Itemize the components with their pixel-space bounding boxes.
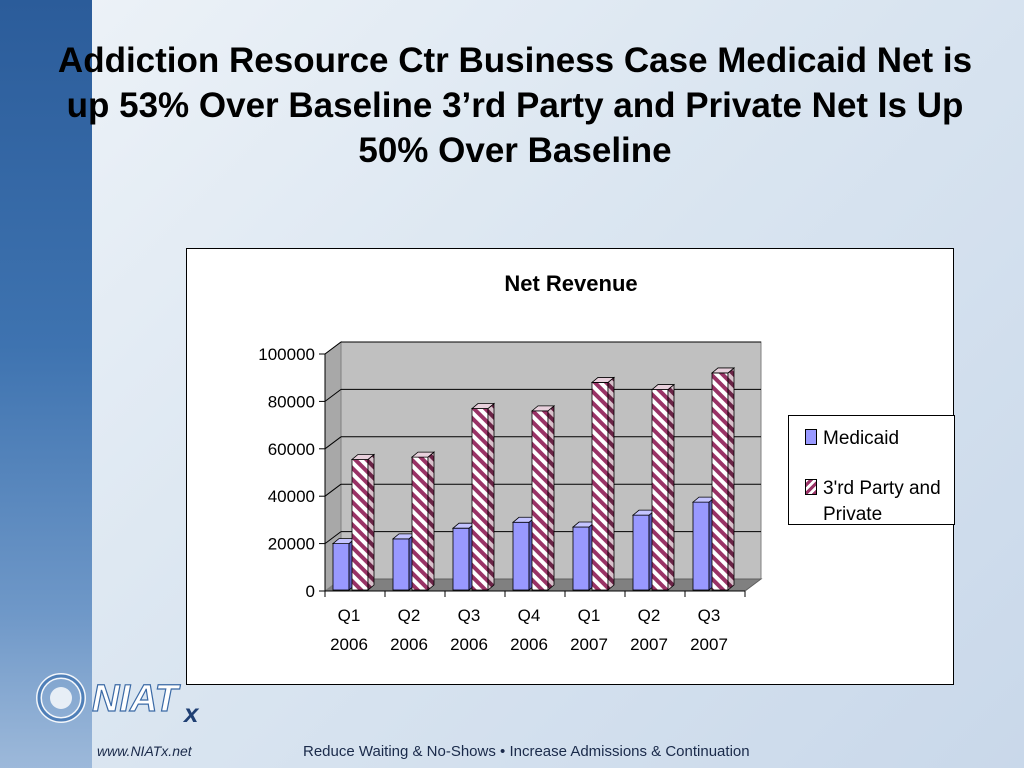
x-tick-label: 2006 bbox=[330, 635, 368, 654]
third-party-bar bbox=[531, 410, 549, 591]
medicaid-bar bbox=[692, 501, 710, 591]
y-tick-label: 60000 bbox=[268, 440, 315, 459]
chart-container: Net Revenue 0 20000 40000 60000 80000 100000 Q1… bbox=[186, 248, 955, 685]
x-tick-label: Q3 bbox=[698, 606, 721, 625]
x-tick-label: Q1 bbox=[578, 606, 601, 625]
footer-tagline: Reduce Waiting & No-Shows • Increase Adm… bbox=[303, 743, 750, 760]
third-party-bar bbox=[351, 459, 369, 591]
x-tick-label: 2007 bbox=[630, 635, 668, 654]
net-revenue-chart: Net Revenue 0 20000 40000 60000 80000 100000 Q1… bbox=[258, 271, 763, 654]
x-tick-label: Q4 bbox=[518, 606, 541, 625]
legend-swatch-third-party bbox=[805, 479, 817, 495]
gridline-side bbox=[324, 531, 342, 545]
y-tick-label: 40000 bbox=[268, 487, 315, 506]
left-stripe bbox=[0, 0, 92, 768]
medicaid-bar bbox=[572, 526, 590, 591]
third-party-bar bbox=[471, 408, 489, 591]
x-tick-label: Q3 bbox=[458, 606, 481, 625]
third-party-bar-side bbox=[547, 405, 555, 591]
x-tick-label: 2006 bbox=[450, 635, 488, 654]
medicaid-bar bbox=[332, 543, 350, 591]
y-tick-label: 20000 bbox=[268, 535, 315, 554]
third-party-bar-top bbox=[410, 451, 436, 458]
x-tick-label: 2006 bbox=[390, 635, 428, 654]
medicaid-bar bbox=[452, 527, 470, 591]
third-party-bar-top bbox=[350, 454, 376, 460]
gridline-side bbox=[324, 388, 342, 402]
legend-label-medicaid: Medicaid bbox=[823, 428, 900, 449]
x-tick-label: 2006 bbox=[510, 635, 548, 654]
chart-legend: Medicaid 3'rd Party and Private bbox=[788, 415, 955, 525]
x-tick-label: Q1 bbox=[338, 606, 361, 625]
gridline-side bbox=[324, 483, 342, 497]
third-party-bar-side bbox=[427, 451, 435, 591]
y-tick-label: 0 bbox=[306, 582, 315, 601]
gridline-side bbox=[324, 436, 342, 450]
medicaid-bar bbox=[392, 538, 410, 591]
third-party-bar-side bbox=[607, 376, 615, 591]
third-party-bar-top bbox=[710, 367, 736, 374]
svg-text:NIAT: NIAT bbox=[92, 678, 181, 720]
third-party-bar-top bbox=[590, 377, 616, 383]
third-party-bar-top bbox=[470, 403, 496, 409]
y-tick-label: 100000 bbox=[258, 345, 315, 364]
x-tick-label: 2007 bbox=[690, 635, 728, 654]
gridline-side bbox=[324, 341, 342, 355]
x-tick-label: Q2 bbox=[638, 606, 661, 625]
third-party-bar-side bbox=[487, 402, 495, 591]
niatx-logo: NIAT x bbox=[36, 673, 200, 728]
x-tick-label: 2007 bbox=[570, 635, 608, 654]
legend-label-third-party: 3'rd Party and Private bbox=[823, 478, 941, 525]
y-tick-label: 80000 bbox=[268, 392, 315, 411]
medicaid-bar bbox=[632, 514, 650, 591]
third-party-bar bbox=[651, 389, 669, 591]
third-party-bar-side bbox=[667, 383, 675, 591]
slide-title: Addiction Resource Ctr Business Case Med… bbox=[57, 41, 973, 170]
x-tick-label: Q2 bbox=[398, 606, 421, 625]
third-party-bar-top bbox=[530, 405, 556, 412]
third-party-bar bbox=[591, 382, 609, 591]
third-party-bar bbox=[411, 456, 429, 591]
svg-text:x: x bbox=[182, 698, 200, 728]
legend-swatch-medicaid bbox=[805, 429, 817, 445]
footer-url[interactable]: www.NIATx.net bbox=[97, 743, 192, 759]
third-party-bar bbox=[711, 372, 729, 591]
third-party-bar-side bbox=[367, 453, 375, 591]
chart-title: Net Revenue bbox=[504, 271, 637, 296]
third-party-bar-top bbox=[650, 384, 676, 390]
medicaid-bar bbox=[512, 521, 530, 591]
third-party-bar-side bbox=[727, 367, 735, 591]
